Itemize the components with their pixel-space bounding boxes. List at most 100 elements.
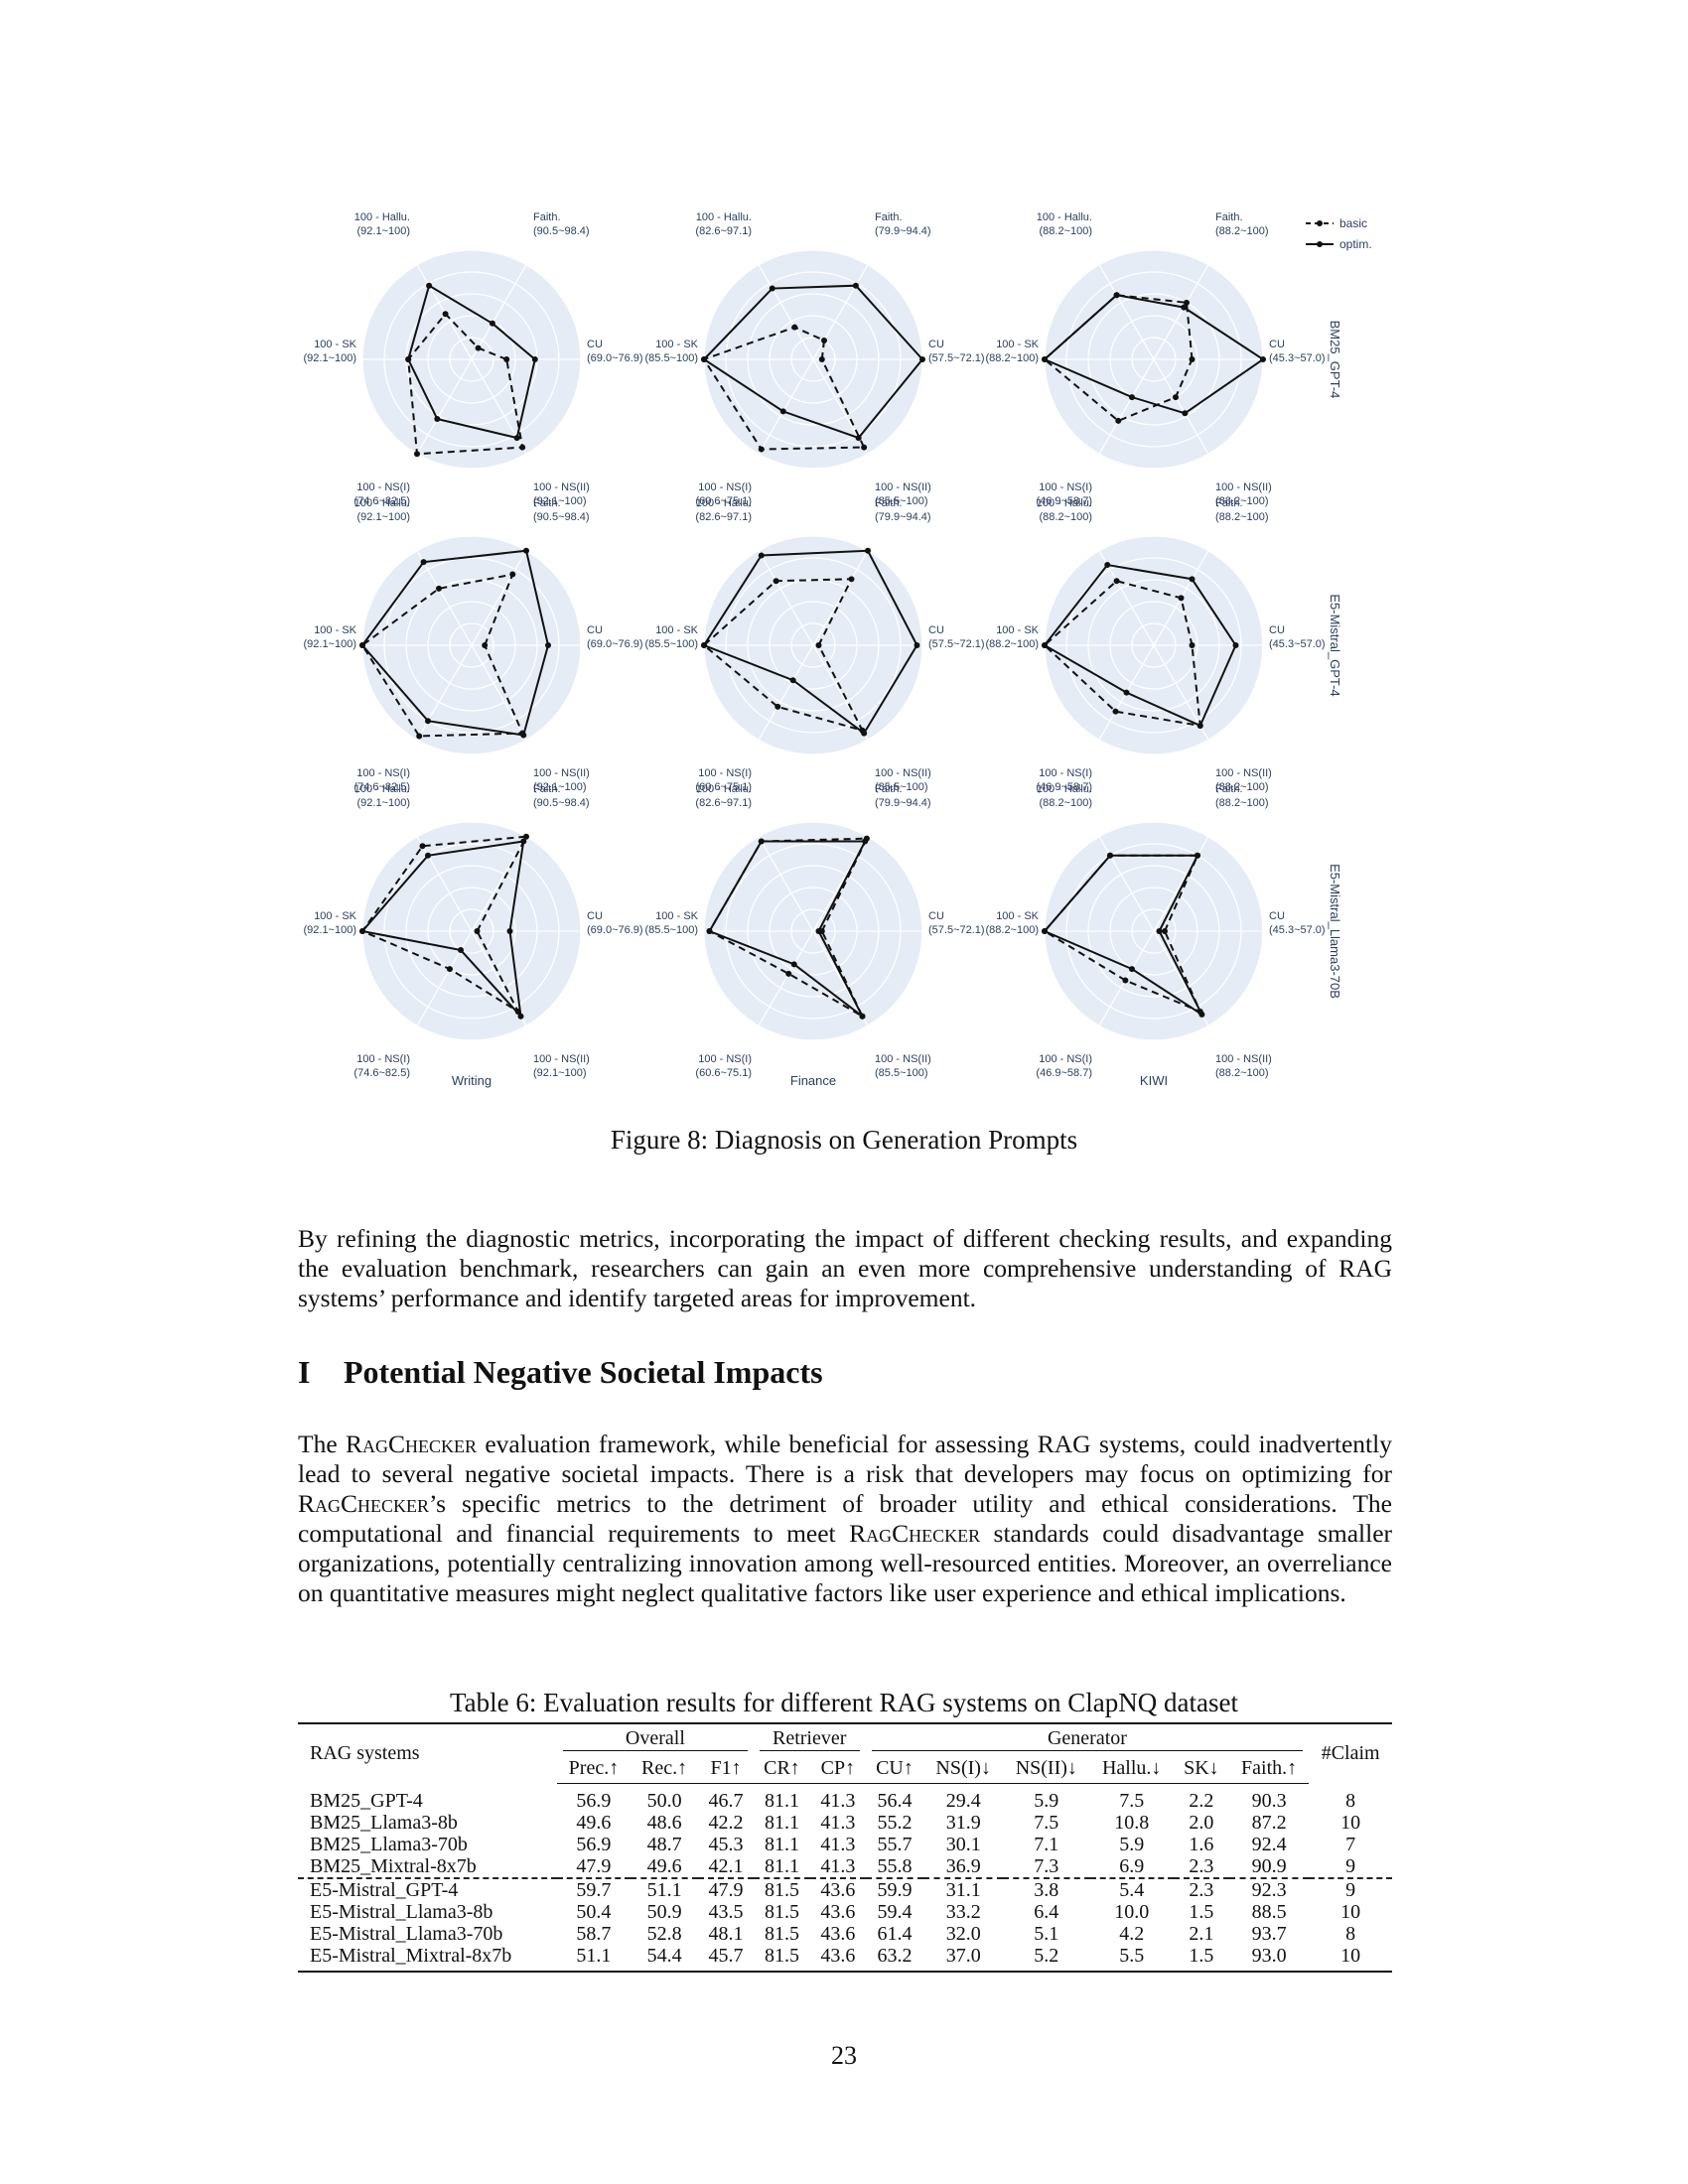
value-cell: 81.1 (764, 1790, 799, 1812)
data-point (1107, 852, 1113, 859)
value-cell: 92.4 (1251, 1834, 1287, 1855)
value-cell: 81.5 (753, 1877, 811, 1901)
value-cell: 6.9 (1119, 1855, 1145, 1877)
data-point (701, 642, 707, 648)
data-point (1129, 394, 1135, 401)
radar-spoke (758, 930, 814, 1026)
text-run: standards could disadvantage smaller org… (298, 1519, 1393, 1607)
value-cell: 51.1 (557, 1945, 631, 1973)
data-point (774, 703, 781, 710)
axis-range-label: (69.0~76.9) (587, 638, 643, 650)
claim-header: #Claim (1309, 1722, 1392, 1784)
data-point (1182, 410, 1189, 417)
value-cell: 49.6 (576, 1812, 612, 1834)
value-cell: 45.3 (708, 1834, 744, 1855)
value-cell: 42.1 (708, 1855, 744, 1877)
value-cell: 41.3 (820, 1855, 856, 1877)
legend-label: basic (1339, 216, 1367, 230)
axis-range-label: (88.2~100) (985, 638, 1039, 650)
data-point (1195, 852, 1200, 859)
table-row: BM25_Mixtral-8x7b 47.9 49.6 42.1 81.1 41.3 55.… (298, 1855, 1392, 1878)
section-heading: I Potential Negative Societal Impacts (298, 1354, 823, 1391)
data-point (426, 282, 433, 289)
value-cell: 10.0 (1114, 1901, 1150, 1923)
data-point (1122, 977, 1129, 984)
axis-label: 100 - NS(I) (698, 1053, 752, 1065)
data-point (779, 408, 786, 415)
value-cell: 2.2 (1189, 1790, 1214, 1812)
table-row: BM25_Llama3-70b 56.9 48.7 45.3 81.1 41.3 55.7 3… (298, 1834, 1392, 1855)
axis-label: 100 - NS(II) (875, 1053, 931, 1065)
axis-range-label: (45.3~57.0) (1269, 924, 1326, 936)
axis-range-label: (74.6~82.5) (353, 1067, 410, 1079)
data-point (475, 344, 482, 351)
data-point (701, 356, 707, 362)
value-cell: 43.5 (708, 1901, 744, 1923)
axis-range-label: (85.5~100) (644, 638, 698, 650)
value-cell: 10 (1309, 1945, 1392, 1973)
axis-range-label: (88.2~100) (1215, 495, 1269, 507)
axis-range-label: (45.3~57.0) (1269, 352, 1326, 364)
data-point (509, 571, 516, 578)
axis-range-label: (92.1~100) (356, 225, 410, 237)
data-point (420, 559, 427, 566)
value-cell: 1.6 (1189, 1834, 1214, 1855)
axis-range-label: (85.5~100) (875, 495, 928, 507)
column-header-row: Prec.↑ Rec.↑ F1↑ CR↑ CP↑ CU↑ NS(I)↓ NS(II)↓ Hall… (298, 1753, 1392, 1784)
radar-panel (1042, 249, 1266, 470)
data-point (821, 337, 827, 343)
axis-range-label: (60.6~75.1) (695, 781, 752, 793)
data-point (1189, 356, 1196, 362)
axis-label: 100 - NS(II) (875, 767, 931, 779)
value-cell: 47.9 (576, 1855, 612, 1877)
value-cell: 56.9 (576, 1834, 612, 1855)
axis-label: CU (1269, 910, 1285, 922)
data-point (436, 585, 442, 592)
value-cell: 55.7 (877, 1834, 913, 1855)
radar-spoke (416, 550, 473, 646)
axis-label: 100 - SK (314, 910, 356, 922)
data-point (818, 356, 825, 362)
data-point (859, 1013, 866, 1020)
value-cell: 2.3 (1189, 1855, 1214, 1877)
data-point (791, 324, 798, 331)
table-caption: Table 6: Evaluation results for differen… (450, 1688, 1238, 1717)
axis-label: 100 - SK (996, 339, 1039, 350)
axis-range-label: (92.1~100) (533, 495, 587, 507)
data-point (545, 642, 551, 648)
value-cell: 2.3 (1173, 1877, 1229, 1901)
row-title: BM25_GPT-4 (1328, 321, 1342, 399)
data-point (861, 444, 868, 451)
axis-range-label: (92.1~100) (303, 352, 356, 364)
value-cell: 81.5 (764, 1901, 799, 1923)
axis-label: 100 - Hallu. (354, 211, 410, 223)
axis-label: 100 - Hallu. (1037, 211, 1092, 223)
data-point (1184, 299, 1190, 306)
value-cell: 50.0 (646, 1790, 682, 1812)
value-cell: 9 (1345, 1855, 1356, 1877)
column-header: Rec.↑ (630, 1753, 699, 1784)
column-header: F1↑ (698, 1753, 754, 1784)
column-header: Prec.↑ (557, 1753, 631, 1784)
data-point (503, 356, 510, 362)
axis-range-label: (92.1~100) (533, 781, 587, 793)
axis-range-label: (88.2~100) (1215, 225, 1269, 237)
axis-range-label: (85.5~100) (644, 924, 698, 936)
axis-label: 100 - NS(I) (356, 767, 410, 779)
data-point (419, 843, 426, 850)
column-header: CP↑ (810, 1753, 866, 1784)
axis-range-label: (92.1~100) (303, 638, 356, 650)
data-point (1123, 689, 1130, 696)
value-cell: 52.8 (646, 1923, 682, 1945)
data-point (852, 282, 859, 289)
radar-panel (1042, 535, 1264, 755)
axis-label: 100 - NS(I) (1039, 1053, 1092, 1065)
column-title: Writing (452, 1073, 492, 1088)
axis-label: 100 - NS(I) (356, 1053, 410, 1065)
data-point (489, 320, 495, 327)
legend-label: optim. (1339, 237, 1372, 251)
value-cell: 81.1 (764, 1834, 799, 1855)
data-point (758, 838, 765, 845)
axis-range-label: (82.6~97.1) (695, 797, 752, 809)
table-row: E5-Mistral_GPT-4 59.7 51.1 47.9 81.5 43.6 59.9… (298, 1877, 1392, 1901)
